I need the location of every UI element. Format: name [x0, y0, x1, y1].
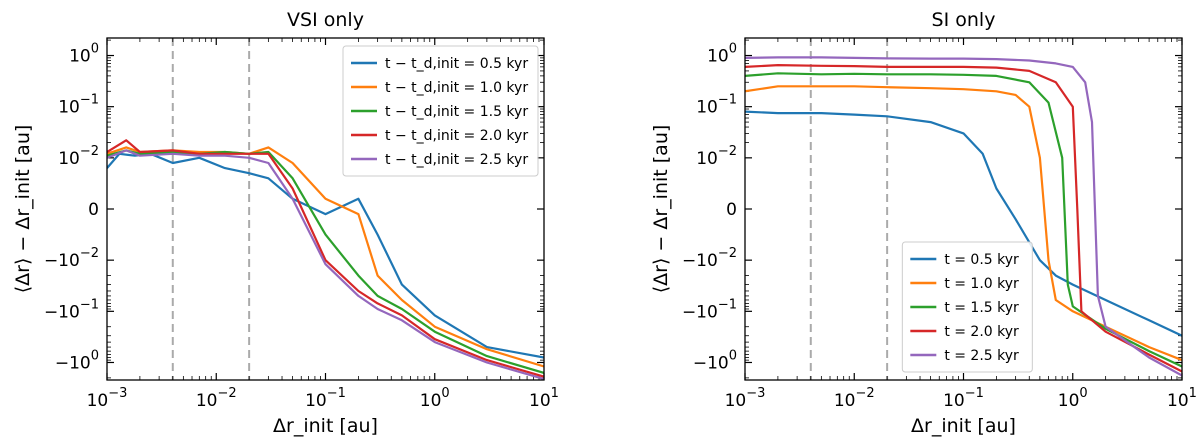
- legend-label-4: t − t_d,init = 2.0 kyr: [385, 128, 528, 144]
- y-tick-label: −10−2: [44, 246, 99, 271]
- y-tick-label: 10−1: [58, 93, 99, 118]
- legend-label-5: t − t_d,init = 2.5 kyr: [385, 152, 528, 168]
- legend: t − t_d,init = 0.5 kyr t − t_d,init = 1.0…: [342, 45, 539, 177]
- x-axis-label: Δr_init [au]: [273, 415, 378, 437]
- y-tick-label: 0: [726, 200, 737, 220]
- series-line-5: [107, 149, 544, 380]
- legend-label-2: t = 1.0 kyr: [944, 276, 1019, 292]
- legend-label-1: t = 0.5 kyr: [944, 252, 1019, 268]
- x-tick-label: 101: [529, 386, 559, 411]
- chart-title: SI only: [932, 9, 996, 31]
- x-tick-label: 100: [1058, 386, 1088, 411]
- legend-box: [901, 241, 1033, 373]
- y-tick-label: −100: [693, 348, 737, 373]
- chart-title: VSI only: [287, 9, 364, 31]
- series-line-2: [107, 146, 544, 368]
- series-line-4: [745, 63, 1182, 373]
- legend-label-3: t = 1.5 kyr: [944, 300, 1019, 316]
- series-line-1: [745, 110, 1182, 337]
- y-tick-label: 0: [88, 200, 99, 220]
- y-tick-label: −10−1: [682, 297, 737, 322]
- series-group: [745, 56, 1182, 377]
- legend-label-4: t = 2.0 kyr: [944, 324, 1019, 340]
- plot-frame: [744, 37, 1183, 381]
- y-tick-label: 10−2: [696, 144, 737, 169]
- legend: t = 0.5 kyr t = 1.0 kyr t = 1.5 kyr t = 2.0…: [901, 241, 1033, 373]
- legend-label-5: t = 2.5 kyr: [944, 348, 1019, 364]
- y-tick-label: −10−2: [682, 246, 737, 271]
- y-tick-label: 10−1: [696, 93, 737, 118]
- legend-label-2: t − t_d,init = 1.0 kyr: [385, 80, 528, 96]
- y-tick-label: −10−1: [44, 297, 99, 322]
- x-tick-label: 10−3: [725, 386, 766, 411]
- series-line-3: [107, 149, 544, 374]
- legend-label-1: t − t_d,init = 0.5 kyr: [385, 56, 528, 72]
- x-axis-label: Δr_init [au]: [911, 415, 1016, 437]
- y-tick-label: 10−2: [58, 144, 99, 169]
- x-tick-label: 10−2: [196, 386, 237, 411]
- y-tick-label: −100: [55, 348, 99, 373]
- x-tick-label: 100: [420, 386, 450, 411]
- y-axis-label: ⟨Δr⟩ − Δr_init [au]: [650, 125, 672, 294]
- x-tick-label: 10−3: [87, 386, 128, 411]
- legend-label-3: t − t_d,init = 1.5 kyr: [385, 104, 528, 120]
- y-axis-label: ⟨Δr⟩ − Δr_init [au]: [12, 125, 34, 294]
- y-tick-label: 100: [69, 42, 99, 67]
- plot-frame: [106, 37, 545, 381]
- y-tick-label: 100: [707, 42, 737, 67]
- x-tick-label: 10−1: [305, 386, 346, 411]
- series-line-5: [745, 56, 1182, 377]
- x-tick-label: 101: [1167, 386, 1197, 411]
- legend-box: [342, 45, 539, 177]
- x-tick-label: 10−1: [943, 386, 984, 411]
- panel-2: SI only 10−3 10−2 10−1 100 101 100 10−1 10−2 0 −10…: [650, 9, 1197, 437]
- panel-1: VSI only 10−3 10−2 10−1 100 101 100 10−1 10−2 0 −1…: [12, 9, 559, 437]
- x-tick-label: 10−2: [834, 386, 875, 411]
- series-line-2: [745, 85, 1182, 362]
- series-line-4: [107, 139, 544, 378]
- series-group: [107, 139, 544, 380]
